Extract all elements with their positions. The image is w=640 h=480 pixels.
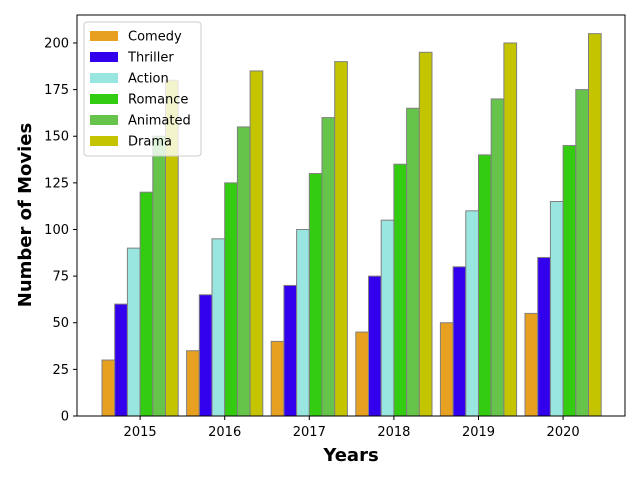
bar-action-2017 xyxy=(296,228,310,417)
bar-comedy-2016 xyxy=(186,350,200,417)
bar-romance-2019 xyxy=(478,154,492,417)
legend-label-thriller: Thriller xyxy=(127,51,174,66)
y-tick-label: 150 xyxy=(44,130,69,145)
bar-thriller-2018 xyxy=(368,275,382,417)
y-tick-label: 50 xyxy=(52,316,69,331)
bar-romance-2015 xyxy=(139,191,154,417)
plot-frame xyxy=(76,14,626,417)
bar-comedy-2017 xyxy=(270,340,285,417)
legend-swatch-comedy xyxy=(90,31,118,41)
bar-drama-2020 xyxy=(588,33,602,417)
legend-label-drama: Drama xyxy=(128,135,172,150)
bar-drama-2017 xyxy=(334,61,348,417)
y-tick-label: 100 xyxy=(44,223,69,238)
y-tick-label: 200 xyxy=(44,36,69,51)
bar-animated-2017 xyxy=(321,117,336,417)
x-tick-label: 2019 xyxy=(462,425,495,440)
bar-romance-2018 xyxy=(393,163,408,417)
bar-action-2018 xyxy=(380,219,395,417)
legend-label-comedy: Comedy xyxy=(128,30,182,45)
bar-thriller-2015 xyxy=(114,303,128,417)
bar-romance-2016 xyxy=(224,182,238,417)
x-tick-label: 2020 xyxy=(547,425,580,440)
bar-romance-2020 xyxy=(562,145,577,417)
bar-animated-2015 xyxy=(152,135,167,417)
bar-thriller-2019 xyxy=(452,266,467,417)
y-tick-label: 25 xyxy=(52,363,69,378)
bar-animated-2018 xyxy=(406,107,420,417)
bar-comedy-2015 xyxy=(101,359,116,417)
y-tick-label: 0 xyxy=(61,410,69,425)
bar-romance-2017 xyxy=(308,173,323,417)
bar-drama-2016 xyxy=(249,70,264,417)
x-tick-label: 2015 xyxy=(124,425,157,440)
legend-swatch-drama xyxy=(90,136,118,146)
legend-label-animated: Animated xyxy=(128,114,191,129)
bar-comedy-2018 xyxy=(355,331,369,417)
bar-animated-2016 xyxy=(236,126,251,417)
bar-animated-2019 xyxy=(490,98,505,417)
axes-layer: 0 25 50 75 100 125 150 175 200 2015 2016 2017 2018 20… xyxy=(44,14,626,440)
y-tick-label: 75 xyxy=(52,270,69,285)
legend-label-romance: Romance xyxy=(128,93,188,108)
bar-drama-2018 xyxy=(418,51,433,417)
bar-drama-2019 xyxy=(503,42,518,417)
legend: Comedy Thriller Action Romance Animated Drama xyxy=(83,21,202,157)
bar-comedy-2019 xyxy=(439,322,454,417)
x-axis-title: Years xyxy=(322,445,378,466)
legend-swatch-thriller xyxy=(90,52,118,62)
legend-label-action: Action xyxy=(128,72,169,87)
legend-swatch-action xyxy=(90,73,118,83)
bar-thriller-2016 xyxy=(198,294,213,417)
y-axis-title: Number of Movies xyxy=(15,123,36,307)
y-tick-label: 175 xyxy=(44,83,69,98)
legend-swatch-romance xyxy=(90,94,118,104)
bar-action-2019 xyxy=(465,210,479,417)
bar-thriller-2020 xyxy=(537,256,551,417)
bar-action-2015 xyxy=(126,247,141,417)
x-tick-label: 2016 xyxy=(208,425,241,440)
x-tick-label: 2017 xyxy=(293,425,326,440)
bar-animated-2020 xyxy=(575,89,589,417)
y-tick-label: 125 xyxy=(44,176,69,191)
legend-swatch-animated xyxy=(90,115,118,125)
bar-comedy-2020 xyxy=(524,312,539,417)
bar-action-2020 xyxy=(549,201,564,417)
x-tick-label: 2018 xyxy=(377,425,410,440)
bar-action-2016 xyxy=(211,238,226,417)
bar-thriller-2017 xyxy=(283,284,298,417)
